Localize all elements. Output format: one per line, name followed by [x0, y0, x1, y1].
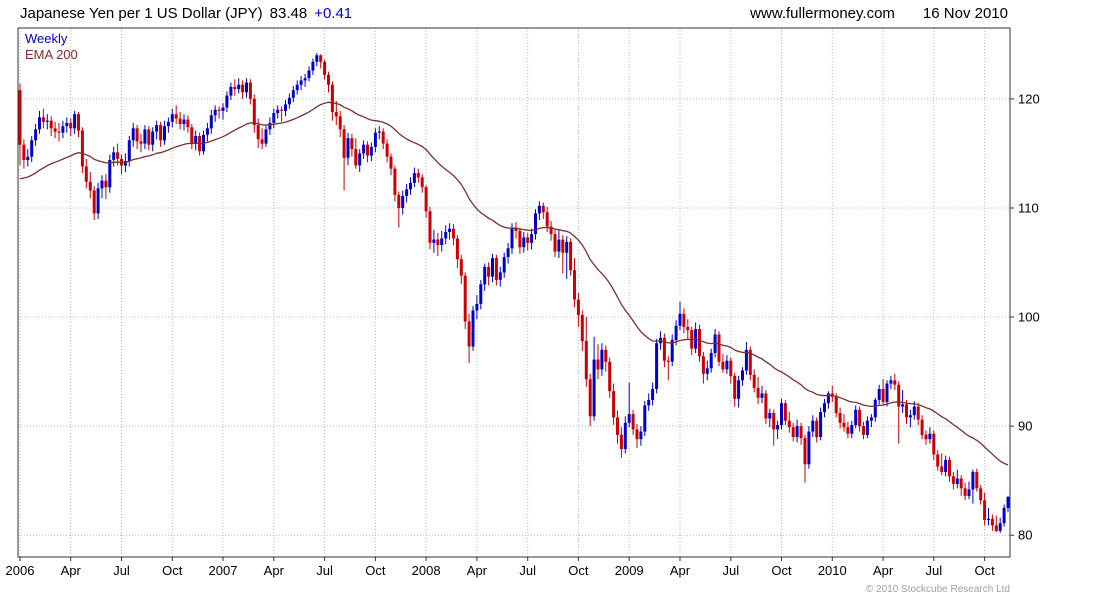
website-text: www.fullermoney.com	[750, 5, 895, 22]
svg-text:2010: 2010	[818, 563, 847, 578]
svg-text:Jul: Jul	[316, 563, 333, 578]
svg-text:Apr: Apr	[264, 563, 285, 578]
svg-text:Oct: Oct	[974, 563, 995, 578]
copyright-text: © 2010 Stockcube Research Ltd	[865, 584, 1010, 595]
svg-text:2006: 2006	[6, 563, 35, 578]
legend-weekly-label: Weekly	[25, 31, 68, 46]
svg-text:Oct: Oct	[365, 563, 386, 578]
svg-text:Jul: Jul	[113, 563, 130, 578]
svg-text:2007: 2007	[209, 563, 238, 578]
svg-text:80: 80	[1018, 528, 1032, 543]
chart-header: Japanese Yen per 1 US Dollar (JPY) 83.48 +…	[20, 5, 352, 22]
svg-text:Apr: Apr	[670, 563, 691, 578]
svg-text:120: 120	[1018, 91, 1040, 106]
svg-text:2009: 2009	[615, 563, 644, 578]
svg-text:100: 100	[1018, 310, 1040, 325]
svg-text:Jul: Jul	[925, 563, 942, 578]
last-price: 83.48	[269, 5, 308, 22]
chart-legend: Weekly EMA 200	[25, 31, 78, 63]
svg-text:110: 110	[1018, 201, 1039, 216]
svg-text:Apr: Apr	[467, 563, 488, 578]
header-meta: www.fullermoney.com 16 Nov 2010	[750, 5, 1008, 22]
svg-text:Apr: Apr	[873, 563, 894, 578]
svg-text:Oct: Oct	[162, 563, 183, 578]
svg-text:Jul: Jul	[722, 563, 739, 578]
svg-text:Oct: Oct	[568, 563, 589, 578]
page-title: Japanese Yen per 1 US Dollar (JPY)	[20, 5, 263, 22]
svg-text:Jul: Jul	[519, 563, 536, 578]
price-change: +0.41	[314, 5, 353, 22]
svg-text:Apr: Apr	[61, 563, 82, 578]
svg-text:Oct: Oct	[771, 563, 792, 578]
legend-ema-label: EMA 200	[25, 47, 78, 62]
svg-text:2008: 2008	[412, 563, 441, 578]
date-text: 16 Nov 2010	[922, 5, 1008, 22]
svg-text:90: 90	[1018, 419, 1032, 434]
